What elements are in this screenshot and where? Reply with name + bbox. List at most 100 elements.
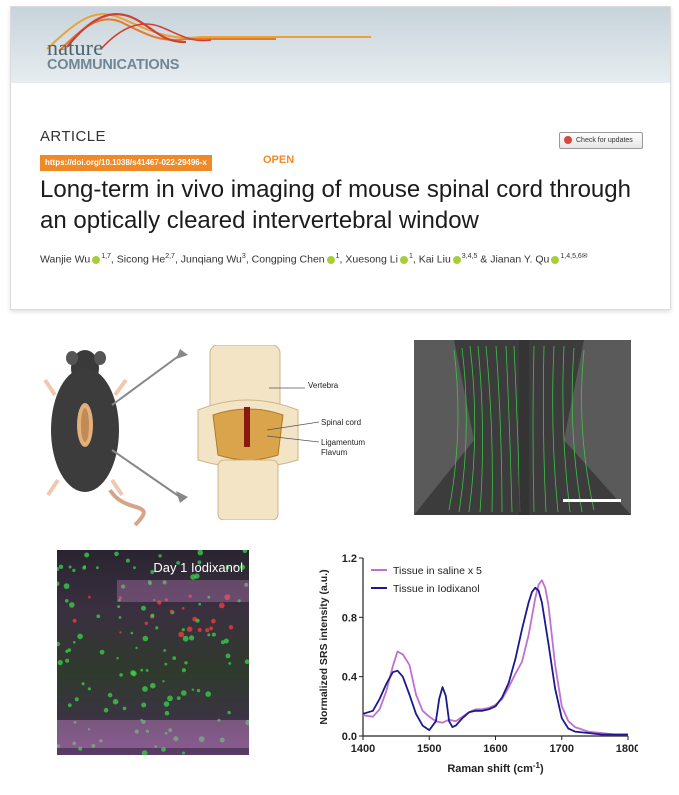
author-name[interactable]: Wanjie Wu xyxy=(40,253,91,266)
cell-dot xyxy=(119,673,123,677)
flavum-label: Flavum xyxy=(321,448,348,457)
legend-label: Tissue in saline x 5 xyxy=(393,565,482,577)
cell-dot xyxy=(211,632,216,637)
cell-dot xyxy=(173,736,179,742)
cell-dot xyxy=(162,580,167,585)
cell-dot xyxy=(118,596,122,600)
cell-dot xyxy=(103,707,109,713)
orcid-icon[interactable] xyxy=(399,255,408,264)
cell-dot xyxy=(122,706,127,711)
cell-dot xyxy=(223,638,229,644)
cell-dot xyxy=(197,627,202,633)
orcid-icon[interactable] xyxy=(326,255,335,264)
author-separator: & xyxy=(477,253,491,266)
scale-bar xyxy=(563,499,621,502)
x-axis-title: Raman shift (cm-1) xyxy=(447,761,544,775)
orcid-icon[interactable] xyxy=(551,255,560,264)
cell-dot xyxy=(182,751,185,755)
cell-dot xyxy=(162,680,165,683)
cell-dot xyxy=(195,618,200,623)
cell-dot xyxy=(150,682,156,689)
cell-dot xyxy=(141,702,147,708)
cell-dot xyxy=(155,626,159,630)
cell-dot xyxy=(239,564,246,570)
cell-dot xyxy=(68,565,72,569)
vertebra-label: Vertebra xyxy=(308,381,339,390)
cell-dot xyxy=(233,564,237,568)
author-name[interactable]: Xuesong Li xyxy=(345,253,398,266)
cell-dot xyxy=(130,670,136,676)
cell-dot xyxy=(181,668,186,673)
cell-dot xyxy=(164,710,170,716)
cell-dot xyxy=(87,728,91,731)
cell-dot xyxy=(225,565,230,570)
cell-dot xyxy=(72,741,76,746)
crossmark-icon xyxy=(564,136,572,144)
orcid-icon[interactable] xyxy=(92,255,101,264)
cell-dot xyxy=(57,641,60,647)
cell-dot xyxy=(152,598,156,602)
author-name[interactable]: Jianan Y. Qu xyxy=(490,253,550,266)
cell-dot xyxy=(191,688,194,691)
cell-dot xyxy=(145,669,149,672)
author-affiliation: 3 xyxy=(241,253,246,260)
cell-dot xyxy=(69,602,75,608)
cell-dot xyxy=(219,737,225,743)
cell-dot xyxy=(211,618,216,624)
cell-dot xyxy=(72,568,76,573)
x-tick-label: 1700 xyxy=(550,743,574,755)
cell-dot xyxy=(186,626,193,632)
author-name[interactable]: Congping Chen xyxy=(251,253,325,266)
cell-dot xyxy=(217,718,221,722)
cell-dot xyxy=(189,635,195,641)
article-title: Long-term in vivo imaging of mouse spina… xyxy=(40,176,631,234)
cell-dot xyxy=(63,583,70,589)
ligamentum-label: Ligamentum xyxy=(321,438,366,447)
x-tick-label: 1400 xyxy=(351,743,375,755)
cell-dot xyxy=(67,703,72,708)
article-header-card: nature COMMUNICATIONS xyxy=(10,6,671,310)
author-affiliation: 1,7 xyxy=(101,253,111,260)
cell-dot xyxy=(118,599,121,602)
cell-dot xyxy=(57,744,61,748)
cell-dot xyxy=(154,745,158,748)
cell-dot xyxy=(181,628,185,632)
orcid-icon[interactable] xyxy=(452,255,461,264)
journal-banner: nature COMMUNICATIONS xyxy=(11,7,670,83)
cell-dot xyxy=(209,626,214,631)
author-name[interactable]: Kai Liu xyxy=(418,253,451,266)
cell-dot xyxy=(197,560,202,565)
cell-dot xyxy=(141,750,148,755)
cell-dot xyxy=(119,631,122,634)
cell-dot xyxy=(228,625,234,630)
cell-dot xyxy=(225,653,231,659)
cell-dot xyxy=(134,729,139,734)
cell-dot xyxy=(125,558,130,563)
cell-dot xyxy=(181,607,185,610)
check-for-updates-button[interactable]: Check for updates xyxy=(559,132,643,149)
cell-dot xyxy=(58,564,64,569)
vertebra-illustration xyxy=(197,345,299,520)
cell-dot xyxy=(188,594,192,598)
cell-dot xyxy=(140,718,143,722)
cell-dot xyxy=(84,552,90,558)
cell-dot xyxy=(96,566,99,570)
author-name[interactable]: Sicong He xyxy=(116,253,166,266)
doi-link[interactable]: https://doi.org/10.1038/s41467-022-29496… xyxy=(40,155,212,171)
cell-dot xyxy=(161,747,166,752)
cell-dot xyxy=(65,599,69,603)
cell-dot xyxy=(182,635,189,642)
author-name[interactable]: Junqiang Wu xyxy=(180,253,242,266)
cell-dot xyxy=(245,719,249,726)
cell-dot xyxy=(117,605,121,609)
cell-dot xyxy=(107,692,113,698)
cell-dot xyxy=(88,595,91,599)
series-line xyxy=(362,586,628,736)
srs-spectrum-chart: 1400 1500 1600 1700 1800 0.0 0.4 0.8 1.2 Tissue i… xyxy=(318,553,638,775)
cell-dot xyxy=(142,635,149,642)
cell-dot xyxy=(91,743,96,748)
cell-dot xyxy=(207,633,211,637)
cell-dot xyxy=(169,609,173,613)
series-line xyxy=(362,579,628,736)
cell-dot xyxy=(198,602,202,606)
